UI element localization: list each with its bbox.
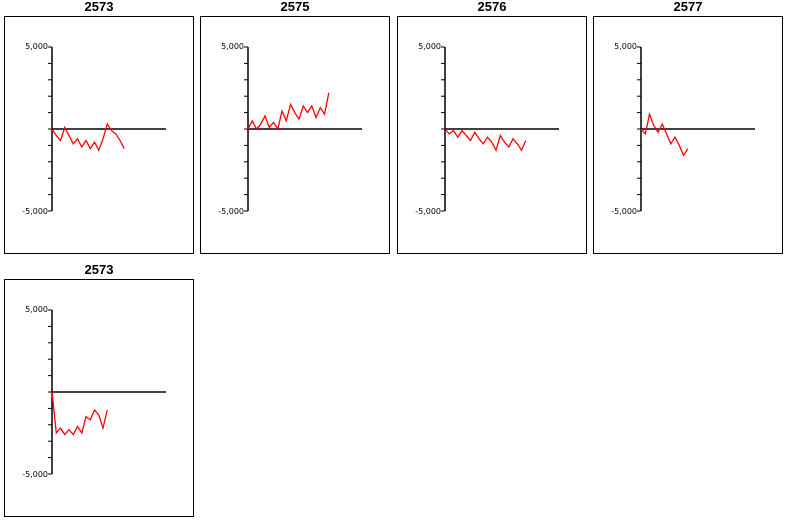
y-tick-label-top: 5,000 [25, 42, 48, 51]
chart-frame [4, 16, 194, 254]
series-line [51, 122, 125, 152]
chart-frame [200, 16, 390, 254]
chart-svg: 5,000 -5,000 [611, 42, 755, 216]
y-tick-label-bottom: -5,000 [218, 207, 244, 216]
chart-title: 2576 [477, 0, 507, 14]
chart-title: 2573 [84, 0, 114, 14]
chart-frame [593, 16, 783, 254]
y-tick-label-bottom: -5,000 [22, 470, 48, 479]
chart-panel-1: 2573 5,000 -5,000 [4, 0, 194, 258]
y-tick-label-top: 5,000 [418, 42, 441, 51]
y-tick-label-bottom: -5,000 [611, 207, 637, 216]
series-line [444, 128, 527, 153]
chart-title: 2575 [280, 0, 310, 14]
chart-svg: 5,000 -5,000 [218, 42, 362, 216]
y-tick-label-bottom: -5,000 [22, 207, 48, 216]
chart-panel-4: 2577 5,000 -5,000 [593, 0, 783, 258]
chart-panel-3: 2576 5,000 -5,000 [397, 0, 587, 258]
y-tick-label-top: 5,000 [614, 42, 637, 51]
chart-svg: 5,000 -5,000 [22, 42, 166, 216]
y-tick-label-top: 5,000 [25, 305, 48, 314]
series-line [51, 391, 108, 436]
chart-panel-5: 2573 5,000 -5,000 [4, 263, 194, 521]
chart-panel-2: 2575 5,000 -5,000 [200, 0, 390, 258]
y-tick-label-top: 5,000 [221, 42, 244, 51]
chart-frame [397, 16, 587, 254]
chart-svg: 5,000 -5,000 [415, 42, 559, 216]
chart-title: 2577 [673, 0, 703, 14]
y-tick-label-bottom: -5,000 [415, 207, 441, 216]
series-line [640, 111, 689, 157]
series-line [247, 92, 330, 131]
chart-svg: 5,000 -5,000 [22, 305, 166, 479]
chart-frame [4, 279, 194, 517]
chart-title: 2573 [84, 262, 114, 277]
